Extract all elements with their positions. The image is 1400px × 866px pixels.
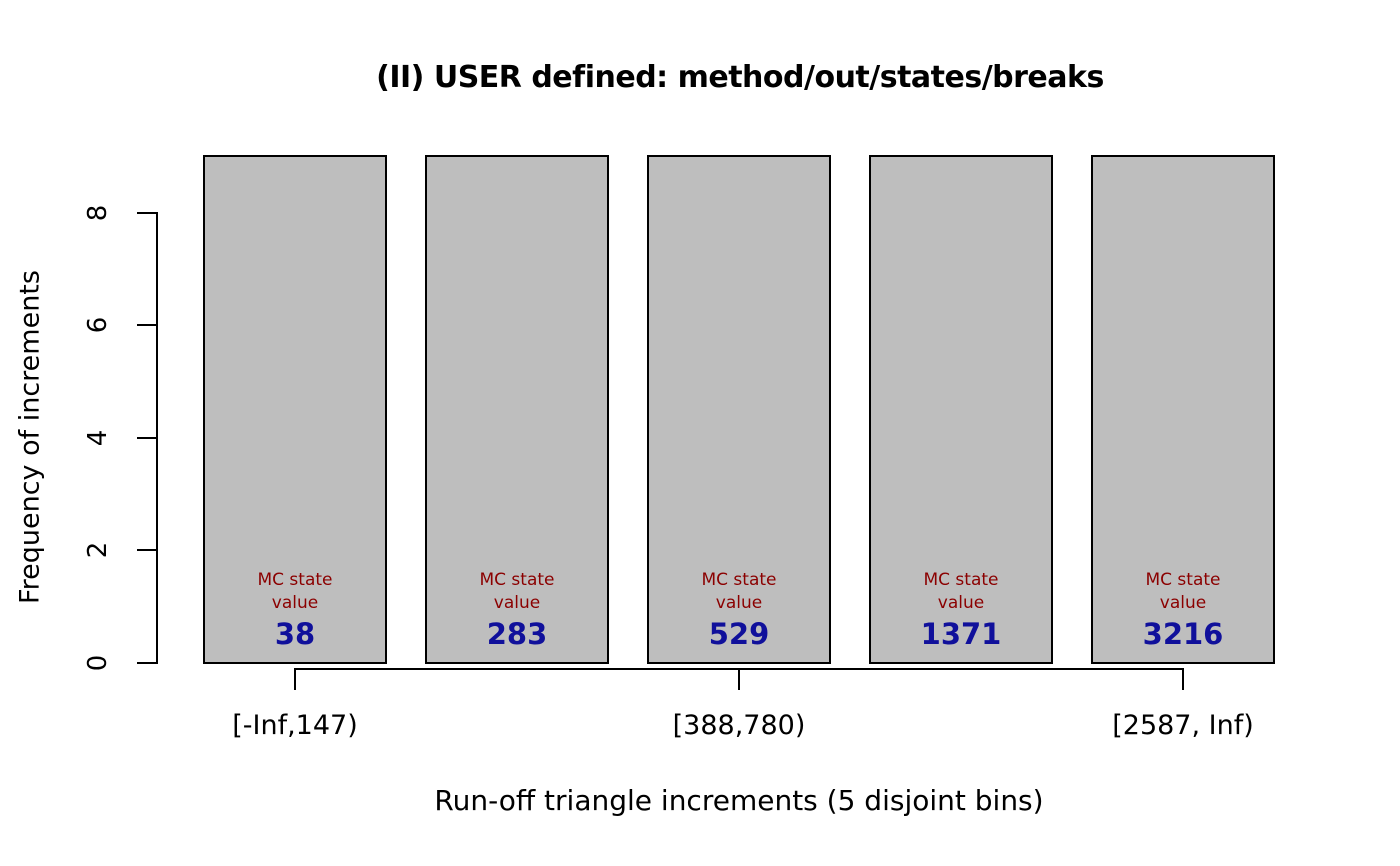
x-tick-label-2: [388,780): [672, 710, 806, 741]
bar-2: MC state value 283: [425, 155, 609, 664]
bar-3: MC state value 529: [647, 155, 831, 664]
bar-2-annotation-line2: value: [493, 593, 541, 613]
x-axis-label: Run-off triangle increments (5 disjoint …: [434, 784, 1044, 817]
y-tick-label-2: 2: [83, 541, 113, 559]
x-tick-label-1: [-Inf,147): [232, 710, 358, 741]
x-tick-1: [294, 668, 296, 690]
bar-1-annotation-line1: MC state: [257, 570, 333, 590]
y-tick-4: [137, 437, 157, 439]
bar-1-state-value: 38: [274, 617, 316, 651]
y-axis-label: Frequency of increments: [14, 270, 46, 604]
bar-3-annotation-line1: MC state: [701, 570, 777, 590]
y-tick-2: [137, 549, 157, 551]
bar-1-annotation-line2: value: [271, 593, 319, 613]
y-tick-label-4: 4: [83, 429, 113, 447]
bar-4: MC state value 1371: [869, 155, 1053, 664]
bar-2-state-value: 283: [486, 617, 548, 651]
y-tick-0: [137, 662, 157, 664]
bar-4-annotation-line2: value: [937, 593, 985, 613]
bar-3-state-value: 529: [708, 617, 770, 651]
y-axis-line: [156, 212, 158, 664]
bar-5: MC state value 3216: [1091, 155, 1275, 664]
y-tick-8: [137, 212, 157, 214]
x-tick-label-3: [2587, Inf): [1112, 710, 1254, 741]
y-tick-label-8: 8: [83, 204, 113, 222]
bar-4-annotation-line1: MC state: [923, 570, 999, 590]
chart-title: (II) USER defined: method/out/states/bre…: [376, 60, 1104, 95]
y-tick-label-0: 0: [83, 654, 113, 672]
bar-2-annotation-line1: MC state: [479, 570, 555, 590]
y-tick-label-6: 6: [83, 316, 113, 334]
bar-3-annotation-line2: value: [715, 593, 763, 613]
bar-1: MC state value 38: [203, 155, 387, 664]
bar-4-state-value: 1371: [920, 617, 1002, 651]
y-tick-6: [137, 324, 157, 326]
bar-5-state-value: 3216: [1142, 617, 1224, 651]
x-tick-2: [738, 668, 740, 690]
bar-5-annotation-line2: value: [1159, 593, 1207, 613]
bar-5-annotation-line1: MC state: [1145, 570, 1221, 590]
x-tick-3: [1182, 668, 1184, 690]
